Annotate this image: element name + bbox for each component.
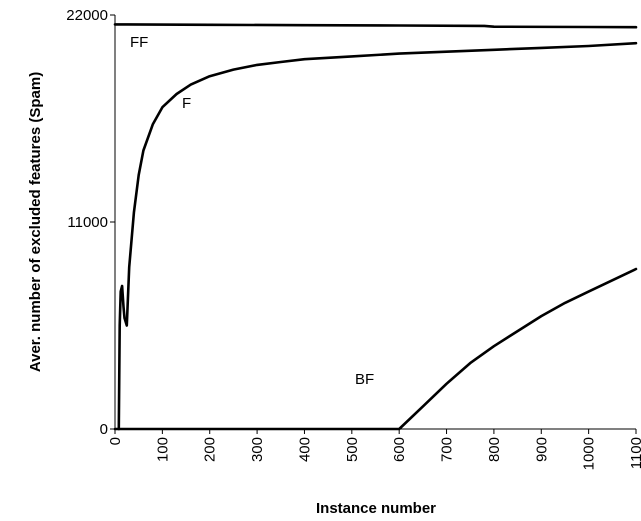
series-line-ff (113, 23, 638, 29)
x-tick-label: 200 (202, 437, 219, 462)
x-tick-label: 600 (391, 437, 408, 462)
y-tick-label: 22000 (66, 7, 108, 24)
x-tick-label: 800 (486, 437, 503, 462)
series-line-f (117, 41, 638, 431)
x-tick-label: 400 (296, 437, 313, 462)
x-tick-label: 500 (344, 437, 361, 462)
y-tick-label: 0 (100, 421, 108, 438)
series-line-bf (113, 267, 638, 431)
plot-area: 0 11000 22000 0 100 200 300 400 500 600 700 800 900 1… (66, 7, 641, 470)
x-axis-title: Instance number (316, 500, 436, 517)
y-axis-title: Aver. number of excluded features (Spam) (27, 72, 44, 372)
series-label-ff: FF (130, 34, 148, 51)
x-tick-label: 300 (249, 437, 266, 462)
x-tick-label: 700 (439, 437, 456, 462)
x-tick-label: 1000 (581, 437, 598, 470)
x-tick-label: 100 (154, 437, 171, 462)
y-tick-label: 11000 (67, 214, 108, 231)
x-tick-label: 900 (533, 437, 550, 462)
series-label-f: F (182, 95, 191, 112)
y-axis-title-group: Aver. number of excluded features (Spam) (27, 72, 44, 372)
x-tick-label: 0 (107, 437, 124, 445)
series-label-bf: BF (355, 371, 374, 388)
x-tick-label: 1100 (628, 437, 641, 469)
